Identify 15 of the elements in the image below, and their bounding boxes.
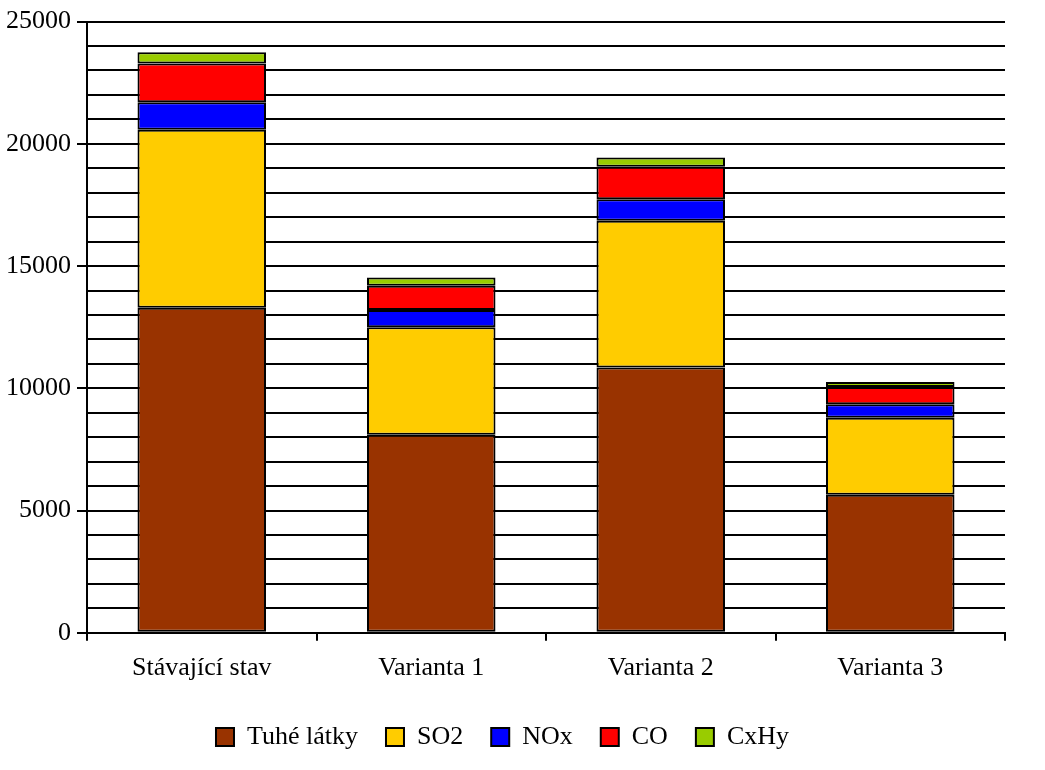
- legend-label: CO: [631, 720, 668, 750]
- y-tick-label: 5000: [19, 494, 71, 524]
- y-tick-label: 10000: [6, 372, 71, 402]
- x-tick-label: Varianta 3: [837, 652, 944, 682]
- y-tick-label: 0: [58, 616, 71, 646]
- x-tick-label: Varianta 2: [607, 652, 714, 682]
- y-tick-label: 25000: [6, 5, 71, 35]
- x-tick-label: Stávající stav: [132, 652, 272, 682]
- x-tick-label: Varianta 1: [378, 652, 485, 682]
- legend-label: CxHy: [726, 720, 790, 750]
- legend-label: SO2: [416, 720, 464, 750]
- legend-label: NOx: [522, 720, 573, 750]
- y-tick-label: 20000: [6, 127, 71, 157]
- y-tick-label: 15000: [6, 249, 71, 279]
- legend-label: Tuhé látky: [246, 720, 358, 750]
